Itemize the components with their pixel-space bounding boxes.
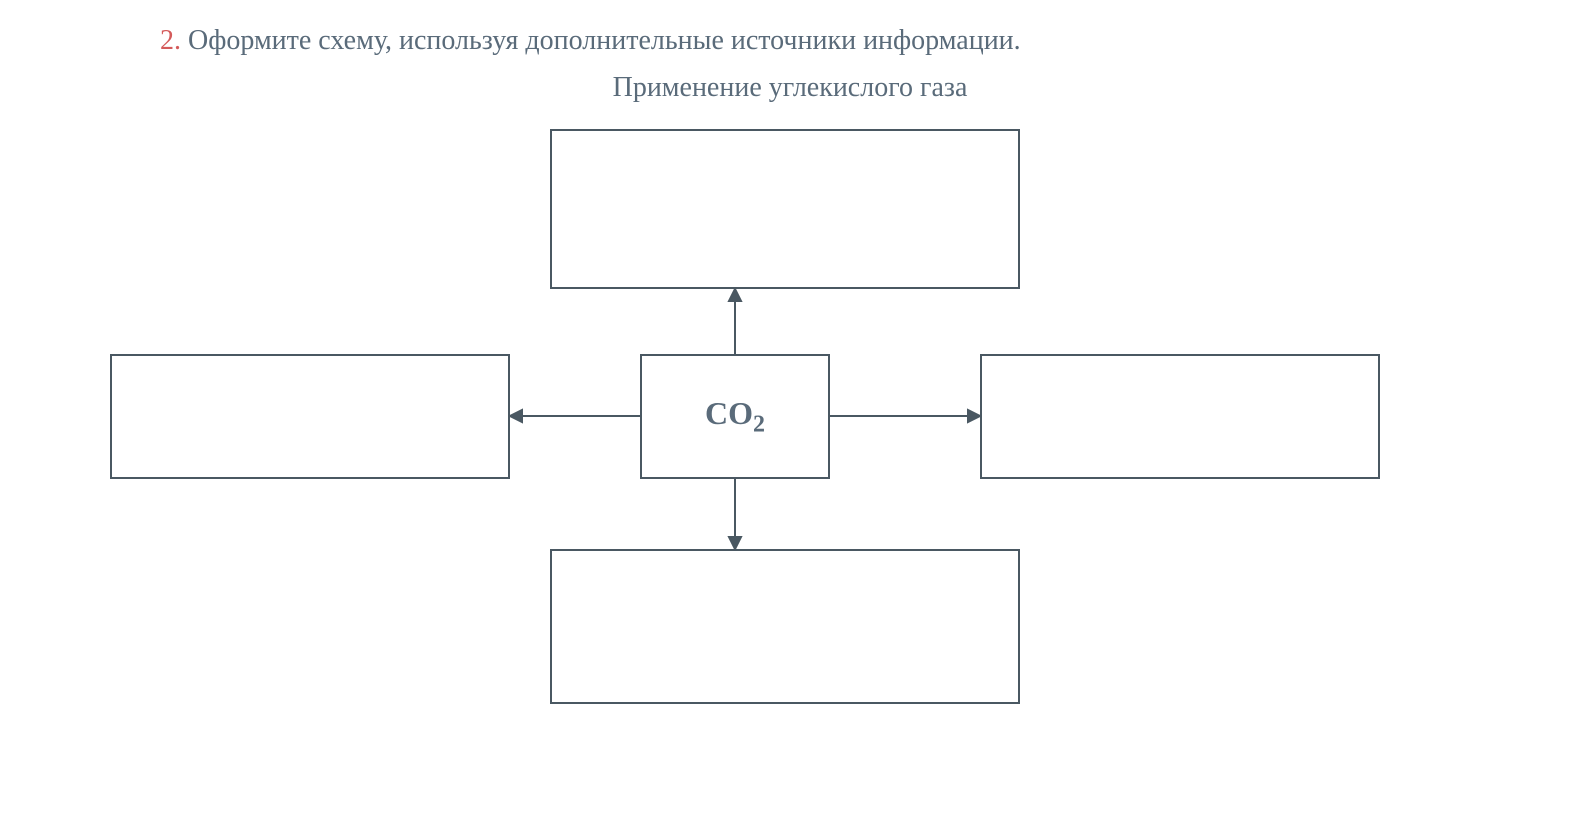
box-top — [550, 129, 1020, 289]
task-text: 2. Оформите схему, используя дополнитель… — [110, 20, 1470, 62]
box-bottom — [550, 549, 1020, 704]
box-right — [980, 354, 1380, 479]
box-left — [110, 354, 510, 479]
diagram-container: CO2 — [110, 129, 1470, 729]
box-center: CO2 — [640, 354, 830, 479]
arrow-up — [725, 289, 745, 354]
task-instruction: Оформите схему, используя дополнительные… — [188, 25, 1021, 56]
diagram-title: Применение углекислого газа — [110, 72, 1470, 104]
center-formula: CO2 — [705, 395, 765, 438]
arrow-down — [725, 479, 745, 549]
arrow-left — [510, 406, 640, 426]
task-number: 2. — [160, 25, 181, 56]
arrow-right — [830, 406, 980, 426]
